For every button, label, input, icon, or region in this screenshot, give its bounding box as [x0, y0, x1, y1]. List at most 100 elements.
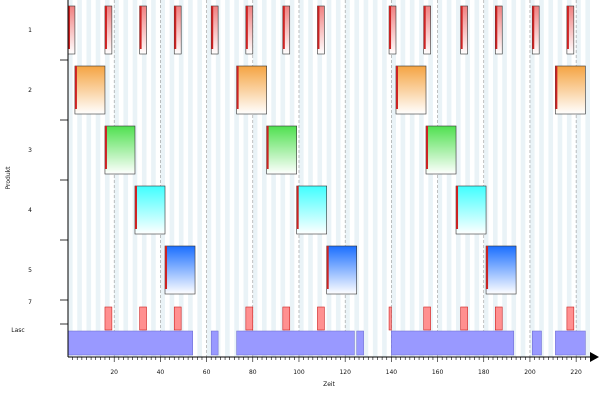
stripe — [160, 0, 166, 357]
stripe — [243, 0, 249, 357]
x-tick-label: 220 — [570, 369, 582, 376]
task-bar-edge — [486, 246, 489, 289]
task-bar-product-7 — [173, 306, 182, 331]
y-axis-title: Produkt — [5, 166, 12, 190]
task-bar-edge — [317, 6, 320, 49]
task-bar-product-2 — [555, 65, 586, 115]
task-bar-product-7 — [495, 306, 503, 331]
task-bar-edge — [532, 6, 535, 49]
stripe — [419, 0, 424, 357]
stripe — [151, 0, 156, 357]
task-bar-product-4 — [455, 185, 487, 235]
task-bar-edge — [326, 246, 329, 289]
task-bar-edge — [296, 186, 299, 229]
lasc-segment — [391, 330, 515, 356]
stripe — [215, 0, 221, 357]
task-bar-product-2 — [74, 65, 106, 115]
lasc-segment — [555, 330, 586, 356]
background-stripes — [68, 0, 590, 357]
stripe — [465, 0, 470, 357]
stripe — [539, 0, 544, 357]
stripe — [289, 0, 295, 357]
task-bar-edge — [104, 6, 107, 49]
stripe — [114, 0, 119, 357]
stripe — [585, 0, 590, 357]
task-bar-edge — [456, 186, 459, 229]
task-bar-edge — [236, 66, 239, 109]
task-bar-product-4 — [134, 185, 166, 235]
stripe — [280, 0, 286, 357]
lasc-segment — [236, 330, 355, 356]
stripe — [141, 0, 147, 357]
gridlines — [60, 0, 577, 357]
x-tick-label: 20 — [110, 369, 118, 376]
stripe — [437, 0, 443, 357]
y-tick-label: 2 — [28, 87, 32, 94]
y-tick-label: 5 — [28, 267, 32, 274]
stripe — [197, 0, 202, 357]
stripe — [372, 0, 378, 357]
stripe — [206, 0, 212, 357]
x-axis-title: Zeit — [323, 381, 335, 388]
stripe — [326, 0, 332, 357]
task-bar-product-7 — [566, 306, 575, 331]
task-bar-product-7 — [104, 306, 113, 331]
stripe — [446, 0, 452, 357]
task-bar-edge — [460, 6, 463, 49]
stripe — [178, 0, 184, 357]
task-bar-edge — [68, 6, 70, 49]
stripe — [225, 0, 230, 357]
task-bar-edge — [74, 66, 77, 109]
stripe — [363, 0, 369, 357]
stripe — [68, 0, 73, 357]
stripe — [492, 0, 498, 357]
axes — [67, 0, 599, 362]
stripe — [252, 0, 258, 357]
x-tick-label: 120 — [339, 369, 351, 376]
lasc-segment — [67, 330, 193, 356]
stripe — [95, 0, 101, 357]
stripe — [557, 0, 563, 357]
stripe — [548, 0, 554, 357]
task-bar-product-5 — [164, 245, 196, 295]
stripe — [576, 0, 581, 357]
stripe — [123, 0, 129, 357]
y-tick-label: 4 — [28, 207, 32, 214]
task-bar-product-7 — [245, 306, 254, 331]
task-bar-product-5 — [326, 245, 358, 295]
task-bar-edge — [389, 6, 392, 49]
stripe — [354, 0, 360, 357]
task-bar-edge — [495, 6, 498, 49]
x-axis-arrow — [590, 352, 599, 362]
stripe — [335, 0, 341, 357]
stripe — [317, 0, 323, 357]
task-bar-product-7 — [317, 306, 325, 331]
lasc-segment — [210, 330, 219, 356]
task-bar-product-7 — [139, 306, 147, 331]
task-bar-edge — [395, 66, 398, 109]
axis-labels: 20 40 60 80 100 120 140 160 180 200 220 1 2 3 4 5 7 Lasc — [11, 27, 582, 376]
x-tick-label: 180 — [478, 369, 490, 376]
task-bar-product-3 — [425, 125, 457, 175]
stripe — [382, 0, 387, 357]
stripe — [345, 0, 350, 357]
task-bar-edge — [104, 126, 107, 169]
stripe — [188, 0, 193, 357]
task-bar-edge — [555, 66, 558, 109]
stripe — [409, 0, 415, 357]
task-bar-product-7 — [282, 306, 291, 331]
stripe — [308, 0, 313, 357]
stripe — [86, 0, 92, 357]
task-bar-product-4 — [296, 185, 327, 235]
task-bar-edge — [423, 6, 426, 49]
stripe — [400, 0, 406, 357]
y-tick-label: Lasc — [11, 327, 24, 334]
x-tick-label: 40 — [157, 369, 165, 376]
y-tick-label: 3 — [28, 147, 32, 154]
stripe — [520, 0, 526, 357]
task-bar-edge — [139, 6, 142, 49]
task-bar-product-7 — [423, 306, 431, 331]
task-bar-edge — [426, 126, 429, 169]
stripe — [456, 0, 461, 357]
